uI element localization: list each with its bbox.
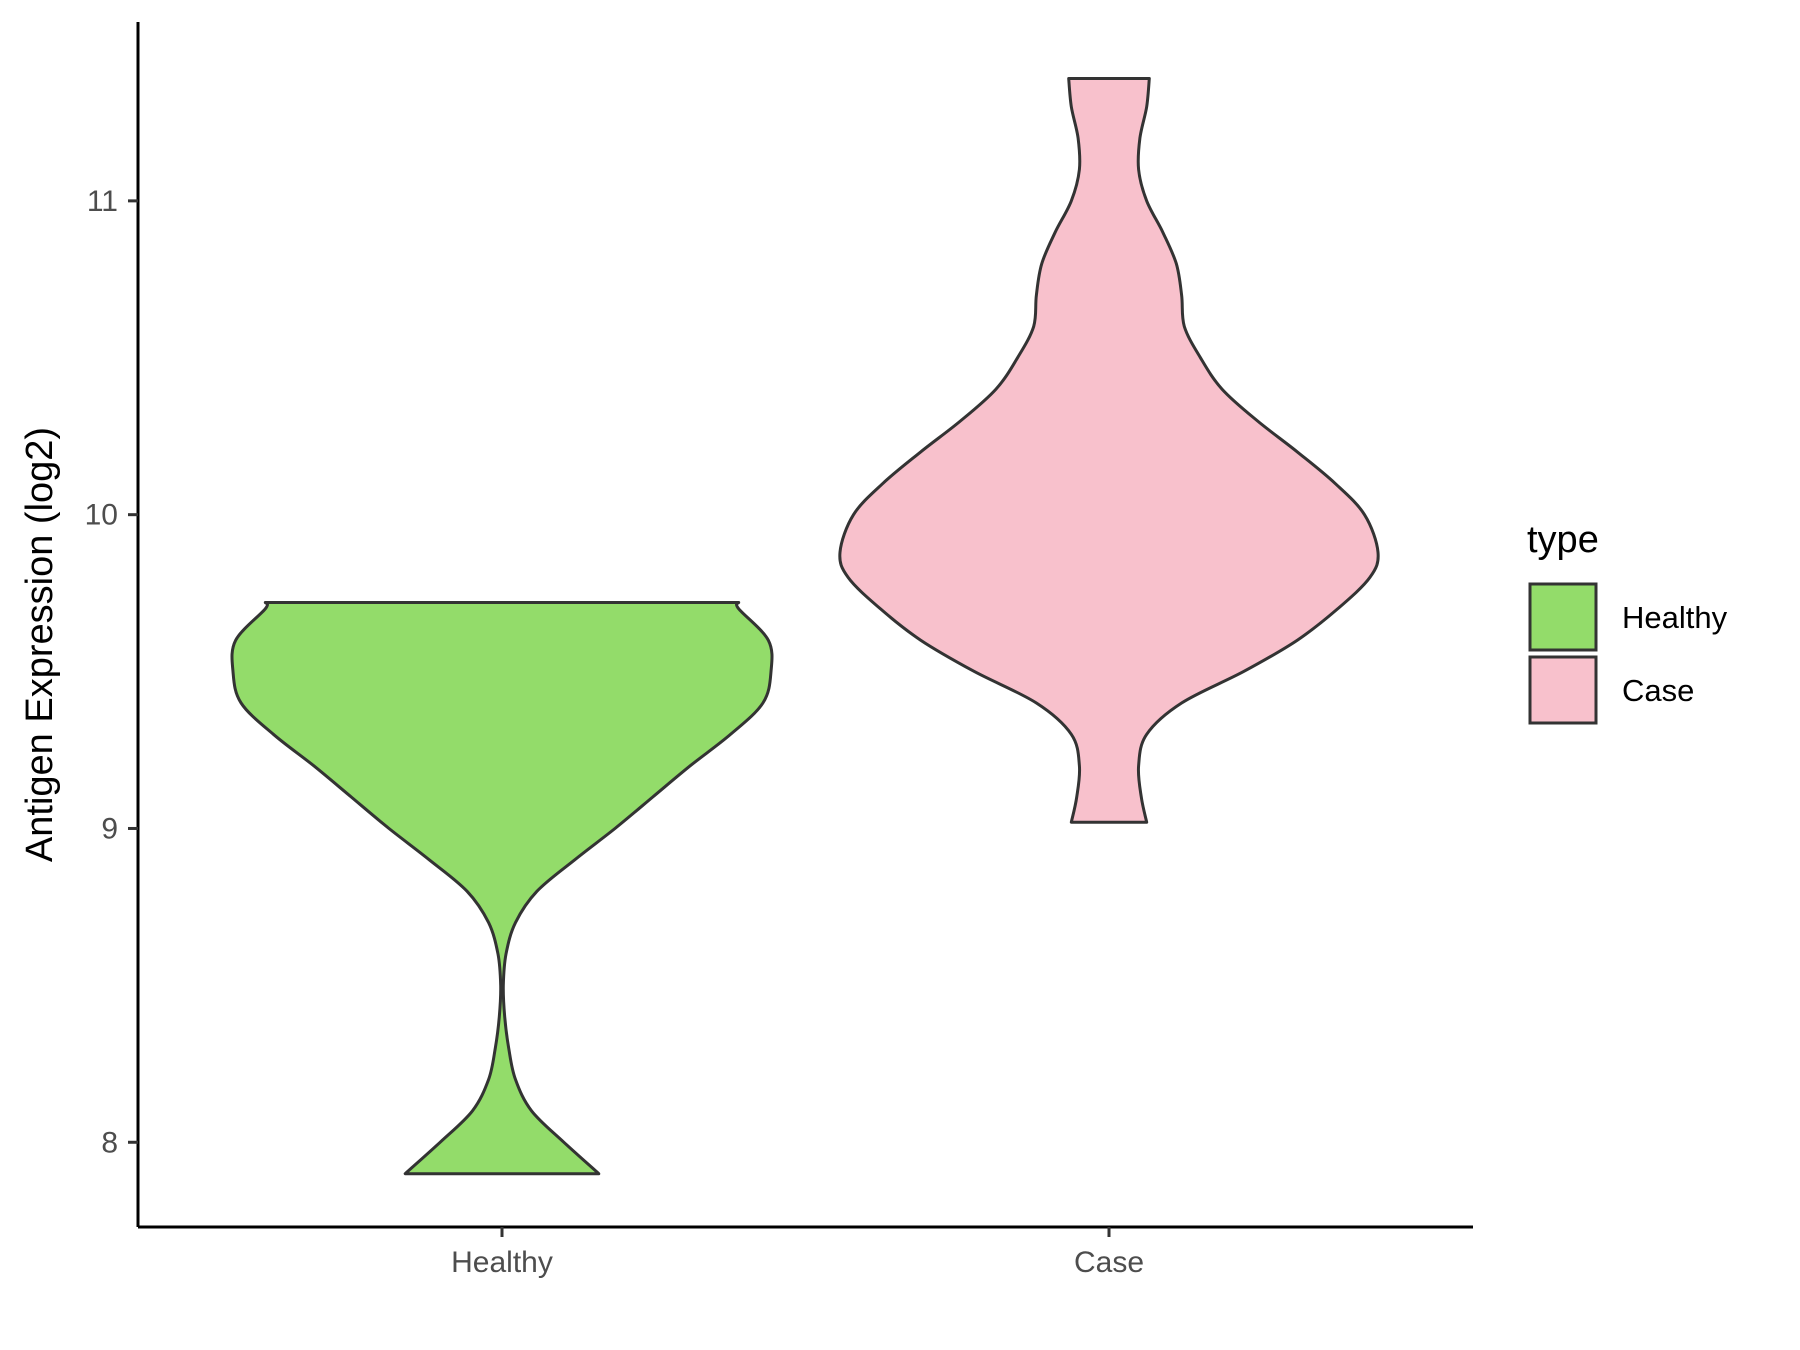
x-tick-label-healthy: Healthy [451, 1246, 553, 1279]
y-tick-label: 10 [85, 499, 118, 532]
x-ticks: Healthy Case [451, 1227, 1144, 1279]
violin-healthy [230, 601, 774, 1176]
legend-label-healthy: Healthy [1622, 600, 1728, 635]
y-tick-label: 11 [87, 185, 118, 218]
legend-key-case [1528, 655, 1598, 725]
y-tick-label: 8 [101, 1126, 118, 1159]
y-axis-title: Antigen Expression (log2) [19, 427, 61, 862]
legend-entries: Healthy Case [1528, 582, 1728, 725]
violin-case [838, 77, 1380, 824]
legend-label-case: Case [1622, 673, 1694, 708]
axes-layer [136, 22, 1473, 1229]
y-tick-label: 9 [101, 812, 118, 845]
legend-key-healthy [1528, 582, 1598, 652]
x-tick-label-case: Case [1074, 1246, 1144, 1279]
legend: type Healthy Case [1527, 519, 1728, 725]
violins-layer [230, 77, 1380, 1176]
legend-title: type [1527, 519, 1599, 561]
y-ticks: 8 9 10 11 [85, 185, 138, 1159]
